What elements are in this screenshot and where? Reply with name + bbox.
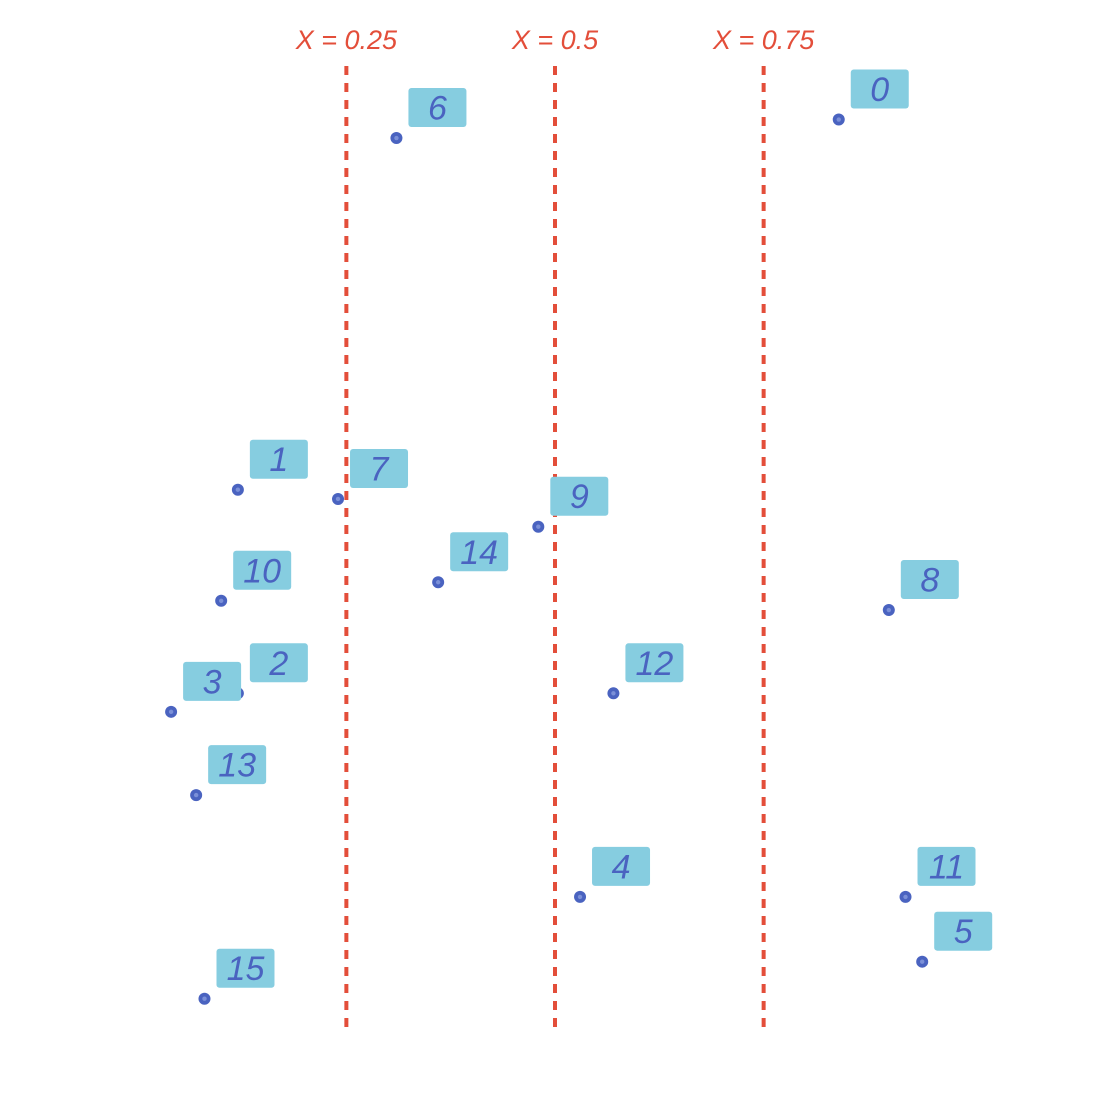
point-label-box xyxy=(592,846,651,886)
point-label-box xyxy=(550,476,609,516)
point-label: 7 xyxy=(370,450,390,488)
vertical-reference-lines: X = 0.25 X = 0.5 X = 0.75 xyxy=(295,25,815,1030)
scatter-point-highlight xyxy=(435,580,441,585)
point-label: 5 xyxy=(954,913,973,951)
point-label-box xyxy=(850,69,909,109)
scatter-point-highlight xyxy=(611,691,616,696)
point-group: 1 xyxy=(231,439,308,496)
point-group: 12 xyxy=(607,643,684,700)
point-label-box xyxy=(208,745,267,785)
point-group: 15 xyxy=(198,948,275,1005)
scatter-point-highlight xyxy=(218,598,224,603)
point-group: 3 xyxy=(165,661,242,718)
vertical-line-label: X = 0.25 xyxy=(295,25,398,55)
point-label: 6 xyxy=(428,90,447,128)
scatter-point-highlight xyxy=(394,135,399,141)
point-label: 14 xyxy=(460,534,498,572)
point-group: 8 xyxy=(882,560,959,617)
point-label: 2 xyxy=(268,645,288,683)
point-label-box xyxy=(900,560,959,600)
scatter-point-highlight xyxy=(235,487,241,492)
point-label-box xyxy=(249,439,308,479)
point-group: 10 xyxy=(215,550,292,607)
point-label: 15 xyxy=(227,950,265,988)
point-label: 1 xyxy=(269,441,288,479)
point-label-box xyxy=(450,532,509,572)
point-group: 4 xyxy=(574,846,651,903)
point-label-box xyxy=(408,88,467,128)
scatter-point-highlight xyxy=(193,792,199,798)
vertical-line-label: X = 0.75 xyxy=(712,25,815,55)
point-group: 0 xyxy=(832,69,909,126)
point-label: 13 xyxy=(218,747,256,785)
vertical-line-label: X = 0.5 xyxy=(511,25,599,55)
point-label-box xyxy=(934,911,993,951)
scatter-point-highlight xyxy=(202,996,207,1001)
point-group: 11 xyxy=(899,846,976,903)
point-label: 10 xyxy=(243,552,281,590)
point-group: 2 xyxy=(231,643,308,700)
point-label: 4 xyxy=(612,848,631,886)
point-group: 13 xyxy=(190,745,267,802)
point-label: 12 xyxy=(636,645,674,683)
point-group: 5 xyxy=(916,911,993,968)
point-label-box xyxy=(249,643,308,683)
scatter-point-highlight xyxy=(920,959,925,964)
point-label-box xyxy=(183,661,242,701)
point-label: 9 xyxy=(570,478,589,516)
point-label-box xyxy=(350,448,409,488)
point-label-box xyxy=(917,846,976,886)
point-label: 3 xyxy=(203,663,222,701)
point-label: 0 xyxy=(870,71,889,109)
scatter-point-highlight xyxy=(886,607,892,613)
scatter-point-highlight xyxy=(903,894,908,900)
scatter-point-highlight xyxy=(168,709,174,715)
point-label: 11 xyxy=(929,848,964,886)
scatter-point-highlight xyxy=(577,894,583,900)
point-group: 14 xyxy=(432,532,509,589)
point-group: 7 xyxy=(332,448,409,505)
scatter-point-highlight xyxy=(536,524,541,529)
point-label-box xyxy=(625,643,684,683)
point-group: 9 xyxy=(532,476,609,533)
point-label: 8 xyxy=(920,562,939,600)
scatter-point-highlight xyxy=(836,117,841,122)
point-label-box xyxy=(216,948,275,988)
point-label-box xyxy=(233,550,292,590)
scatter-point-highlight xyxy=(335,496,341,502)
point-group: 6 xyxy=(390,88,467,145)
